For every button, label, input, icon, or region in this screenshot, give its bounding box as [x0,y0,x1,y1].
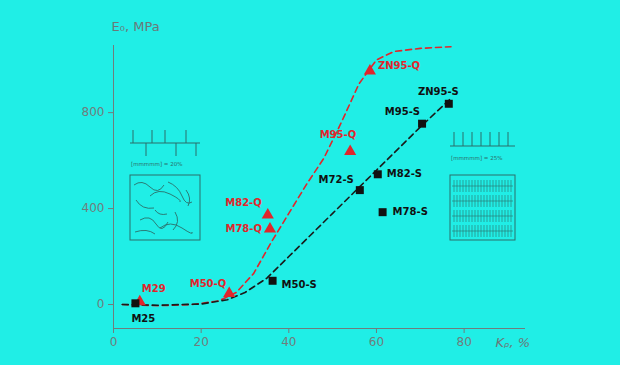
svg-text:M78-Q: M78-Q [225,223,262,234]
svg-text:M82-Q: M82-Q [225,197,262,208]
svg-text:[mmmmm] = 20%: [mmmmm] = 20% [131,161,182,167]
svg-text:60: 60 [369,335,384,349]
svg-text:[mmmmm] = 25%: [mmmmm] = 25% [451,155,502,161]
svg-text:0: 0 [110,335,118,349]
svg-text:80: 80 [456,335,471,349]
svg-text:M29: M29 [142,283,166,294]
svg-text:M95-S: M95-S [385,106,420,117]
svg-text:ZN95-S: ZN95-S [418,86,459,97]
svg-text:40: 40 [281,335,296,349]
svg-text:ZN95-Q: ZN95-Q [378,60,420,71]
svg-text:E₀, MPa: E₀, MPa [112,19,160,34]
svg-text:800: 800 [82,105,105,119]
svg-text:M78-S: M78-S [393,206,428,217]
svg-text:M25: M25 [131,313,155,324]
svg-text:0: 0 [97,297,105,311]
svg-text:20: 20 [194,335,209,349]
svg-text:M50-S: M50-S [282,279,317,290]
svg-text:M95-Q: M95-Q [320,129,357,140]
svg-text:M72-S: M72-S [319,174,354,185]
svg-text:Kᵨ, %: Kᵨ, % [496,335,531,350]
svg-text:M82-S: M82-S [387,168,422,179]
svg-text:M50-Q: M50-Q [190,278,227,289]
svg-text:400: 400 [82,201,105,215]
